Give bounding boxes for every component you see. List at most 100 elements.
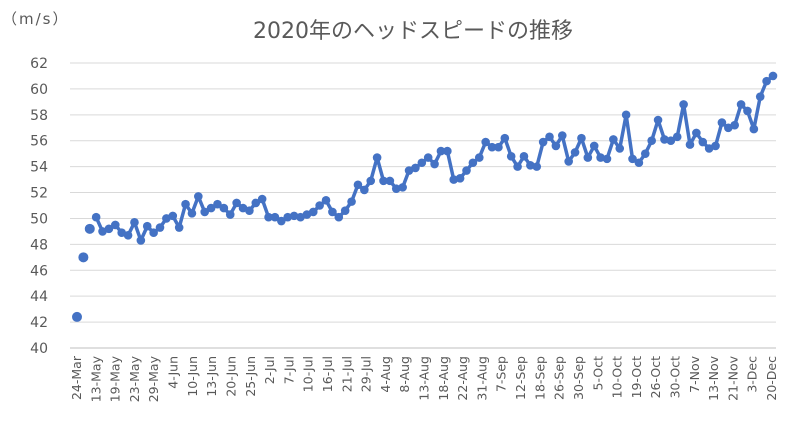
- plot-area: [72, 71, 778, 322]
- data-point: [213, 199, 222, 209]
- data-point: [398, 183, 407, 192]
- y-tick-label: 50: [30, 211, 48, 227]
- x-tick-label: 5-Oct: [590, 356, 605, 391]
- data-point: [111, 220, 120, 230]
- data-point: [736, 100, 746, 109]
- data-point: [615, 144, 625, 153]
- data-point: [417, 158, 427, 168]
- data-point: [149, 228, 158, 238]
- x-tick-label: 19-May: [108, 355, 123, 402]
- data-point: [283, 212, 293, 222]
- data-point: [187, 208, 197, 218]
- y-tick-label: 42: [30, 315, 48, 331]
- x-tick-label: 29-Jul: [359, 356, 374, 392]
- data-point: [232, 198, 241, 208]
- data-point: [640, 149, 650, 158]
- data-point: [583, 153, 593, 162]
- data-point: [353, 180, 363, 190]
- data-point: [577, 133, 586, 143]
- x-tick-label: 31-Aug: [474, 356, 489, 401]
- data-point: [251, 198, 261, 208]
- data-point: [672, 132, 682, 142]
- data-point: [155, 223, 165, 232]
- x-tick-label: 12-Sep: [513, 356, 528, 400]
- data-point: [245, 206, 254, 215]
- data-point: [360, 185, 369, 195]
- chart-title: 2020年のヘッドスピードの推移: [253, 19, 573, 44]
- x-tick-label: 23-May: [127, 355, 142, 402]
- data-point: [551, 141, 561, 151]
- data-point: [570, 148, 580, 157]
- x-tick-label: 26-Oct: [648, 356, 663, 398]
- data-point: [755, 92, 765, 101]
- data-point: [692, 128, 701, 138]
- x-tick-label: 22-Aug: [455, 356, 470, 401]
- data-point: [685, 140, 695, 149]
- data-point: [78, 252, 89, 263]
- data-point: [660, 135, 669, 144]
- y-tick-label: 56: [30, 134, 48, 150]
- data-point: [328, 207, 337, 217]
- x-tick-label: 18-Aug: [436, 356, 451, 401]
- y-tick-label: 46: [30, 263, 48, 279]
- data-point: [506, 151, 516, 161]
- x-tick-label: 30-Sep: [571, 356, 586, 400]
- data-point: [72, 311, 82, 322]
- data-point: [84, 223, 95, 234]
- y-unit-label: （m/s）: [2, 10, 69, 28]
- data-point: [564, 157, 573, 166]
- x-tick-label: 16-Jul: [320, 356, 335, 392]
- data-point: [321, 196, 331, 205]
- x-tick-label: 20-Dec: [764, 356, 779, 401]
- data-point: [762, 76, 771, 86]
- series-line: [94, 74, 775, 243]
- data-point: [168, 211, 178, 221]
- data-point: [347, 197, 356, 206]
- data-point: [749, 124, 759, 134]
- data-point: [481, 137, 490, 147]
- data-point: [372, 153, 382, 162]
- x-tick-label: 13-Aug: [417, 356, 432, 401]
- data-point: [455, 173, 465, 183]
- data-point: [526, 161, 535, 170]
- data-point: [340, 206, 350, 215]
- data-point: [500, 133, 510, 143]
- data-point: [717, 118, 727, 127]
- data-point: [174, 223, 184, 232]
- x-tick-label: 19-Oct: [629, 356, 644, 398]
- data-point: [219, 203, 229, 213]
- data-point: [462, 166, 471, 175]
- y-tick-label: 62: [30, 56, 48, 72]
- data-point: [589, 141, 599, 151]
- y-axis-ticks: 40 42 44 46 48 50 52 54 56 58 60 62: [30, 56, 48, 357]
- data-point: [436, 146, 446, 156]
- data-point: [277, 216, 286, 226]
- data-point: [194, 192, 203, 201]
- data-point: [257, 194, 267, 204]
- data-point: [130, 218, 139, 227]
- x-tick-label: 21-Jul: [339, 356, 354, 392]
- x-tick-label: 25-Jun: [243, 356, 258, 397]
- data-point: [730, 120, 739, 130]
- data-point: [557, 131, 567, 140]
- data-point: [628, 154, 637, 164]
- y-tick-label: 40: [30, 341, 48, 357]
- data-point: [385, 176, 395, 186]
- data-point: [596, 153, 605, 162]
- data-point: [181, 199, 190, 209]
- x-tick-label: 13-Jun: [204, 356, 219, 397]
- x-tick-label: 20-Jun: [223, 356, 238, 397]
- data-point: [468, 158, 478, 168]
- data-point: [225, 210, 235, 219]
- data-point: [289, 211, 299, 221]
- data-point: [315, 201, 324, 210]
- data-point: [698, 137, 708, 147]
- x-tick-label: 10-Jun: [185, 356, 200, 397]
- data-point: [449, 175, 459, 184]
- data-point: [494, 142, 503, 152]
- data-point: [142, 221, 152, 231]
- data-point: [538, 137, 548, 147]
- data-point: [270, 212, 280, 222]
- x-tick-label: 18-Sep: [532, 356, 547, 400]
- data-point: [379, 176, 388, 186]
